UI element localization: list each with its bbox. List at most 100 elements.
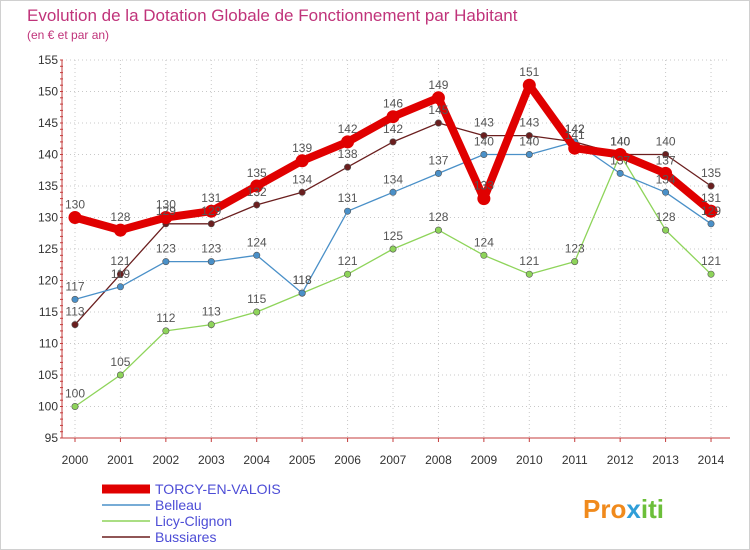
y-tick-label: 120: [38, 274, 58, 288]
data-label-0: 131: [201, 191, 221, 205]
y-tick-label: 100: [38, 400, 58, 414]
series-point-3: [389, 138, 397, 146]
data-label-0: 133: [474, 179, 494, 193]
data-label-2: 125: [383, 229, 403, 243]
data-label-0: 130: [65, 198, 85, 212]
data-label-1: 118: [293, 273, 312, 287]
series-point-3: [253, 201, 261, 209]
y-tick-label: 155: [38, 53, 58, 67]
y-tick-label: 145: [38, 116, 58, 130]
data-label-1: 137: [428, 153, 448, 167]
logo-letter: x: [626, 494, 641, 524]
logo-letter: t: [648, 494, 657, 524]
data-label-2: 121: [701, 254, 721, 268]
series-point-0: [68, 211, 82, 224]
logo-letter: i: [641, 494, 648, 524]
series-point-0: [477, 192, 491, 206]
data-label-1: 123: [201, 242, 221, 256]
x-tick-label: 2012: [607, 453, 634, 467]
x-tick-label: 2013: [652, 453, 679, 467]
x-tick-label: 2010: [516, 453, 543, 467]
data-label-2: 124: [474, 235, 494, 249]
series-point-3: [207, 220, 215, 228]
series-point-1: [71, 295, 79, 303]
data-label-2: 115: [247, 292, 266, 306]
proxiti-logo: Proxiti: [583, 494, 664, 524]
data-label-2: 128: [656, 210, 676, 224]
data-label-3: 145: [428, 103, 448, 117]
data-label-2: 112: [156, 311, 175, 325]
chart-title: Evolution de la Dotation Globale de Fonc…: [27, 6, 518, 25]
y-tick-label: 140: [38, 148, 58, 162]
series-point-2: [344, 270, 352, 278]
data-label-0: 135: [247, 166, 267, 180]
legend-label-2: Licy-Clignon: [155, 513, 232, 529]
x-tick-label: 2003: [198, 453, 225, 467]
data-label-1: 142: [565, 122, 585, 136]
series-point-1: [662, 188, 670, 196]
logo-letter: r: [600, 494, 610, 524]
data-label-1: 131: [338, 191, 358, 205]
y-tick-label: 150: [38, 85, 58, 99]
chart-subtitle: (en € et par an): [27, 28, 109, 42]
data-label-2: 100: [65, 387, 85, 401]
series-point-2: [480, 251, 488, 259]
data-label-0: 151: [519, 65, 539, 79]
data-label-0: 131: [701, 191, 721, 205]
series-point-2: [71, 402, 79, 410]
x-tick-label: 2005: [289, 453, 316, 467]
y-tick-label: 115: [39, 305, 58, 319]
series-point-0: [113, 223, 127, 237]
series-point-1: [525, 151, 533, 159]
x-tick-label: 2011: [562, 453, 588, 467]
data-label-0: 130: [156, 198, 176, 212]
series-point-1: [480, 151, 488, 159]
series-point-1: [253, 251, 261, 259]
legend: TORCY-EN-VALOISBelleauLicy-ClignonBussia…: [102, 481, 281, 545]
series-point-0: [250, 179, 264, 193]
data-label-0: 146: [383, 97, 403, 111]
series-point-2: [116, 371, 124, 379]
series-point-2: [162, 327, 170, 335]
y-tick-label: 95: [45, 431, 59, 445]
data-label-3: 132: [247, 185, 267, 199]
series-point-1: [434, 169, 442, 177]
data-label-3: 135: [701, 166, 721, 180]
series-point-2: [525, 270, 533, 278]
legend-label-0: TORCY-EN-VALOIS: [155, 481, 281, 497]
logo-letter: o: [610, 494, 626, 524]
data-label-1: 134: [383, 172, 403, 186]
series-point-0: [431, 91, 445, 105]
x-tick-label: 2014: [698, 453, 725, 467]
data-label-0: 140: [610, 135, 630, 149]
series-point-3: [434, 119, 442, 127]
x-tick-label: 2002: [153, 453, 180, 467]
data-label-3: 142: [383, 122, 403, 136]
data-label-3: 140: [656, 135, 676, 149]
series-point-2: [207, 321, 215, 329]
series-point-3: [707, 182, 715, 190]
data-label-0: 142: [338, 122, 358, 136]
data-label-3: 140: [610, 135, 630, 149]
series-point-0: [341, 135, 355, 149]
logo-text: Proxiti: [583, 494, 664, 524]
series-point-2: [707, 270, 715, 278]
series-point-0: [704, 204, 718, 218]
series-point-1: [298, 289, 306, 297]
x-tick-label: 2006: [334, 453, 361, 467]
logo-letter: i: [657, 494, 664, 524]
series-point-1: [616, 169, 624, 177]
y-tick-label: 135: [38, 179, 58, 193]
series-point-1: [162, 258, 170, 266]
x-tick-label: 2000: [62, 453, 89, 467]
series-point-1: [344, 207, 352, 215]
series-point-2: [253, 308, 261, 316]
legend-label-1: Belleau: [155, 497, 202, 513]
x-tick-label: 2001: [107, 453, 134, 467]
data-label-0: 149: [428, 78, 448, 92]
series-point-3: [71, 321, 79, 329]
series-point-2: [662, 226, 670, 234]
y-tick-label: 130: [38, 211, 58, 225]
y-tick-label: 105: [38, 368, 58, 382]
